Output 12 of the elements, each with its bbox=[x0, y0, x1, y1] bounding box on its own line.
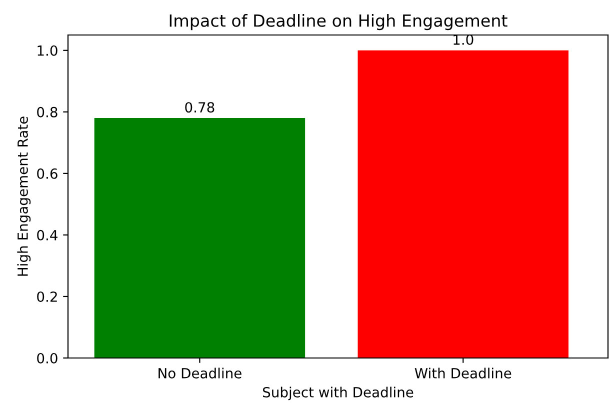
y-tick-label: 0.6 bbox=[37, 168, 58, 179]
x-tick-label: No Deadline bbox=[158, 368, 242, 378]
y-tick-label: 0.2 bbox=[37, 291, 57, 302]
chart-title: Impact of Deadline on High Engagement bbox=[170, 14, 508, 30]
y-tick-label: 0.4 bbox=[37, 230, 58, 240]
y-tick-label: 1.0 bbox=[38, 45, 58, 56]
y-axis-title: High Engagement Rate bbox=[17, 116, 31, 276]
x-axis-title: Subject with Deadline bbox=[262, 386, 414, 400]
y-tick-label: 0.8 bbox=[37, 106, 58, 118]
y-tick-label: 0.0 bbox=[37, 352, 58, 364]
x-tick-label: With Deadline bbox=[414, 368, 512, 378]
data-label: 0.78 bbox=[185, 102, 214, 113]
